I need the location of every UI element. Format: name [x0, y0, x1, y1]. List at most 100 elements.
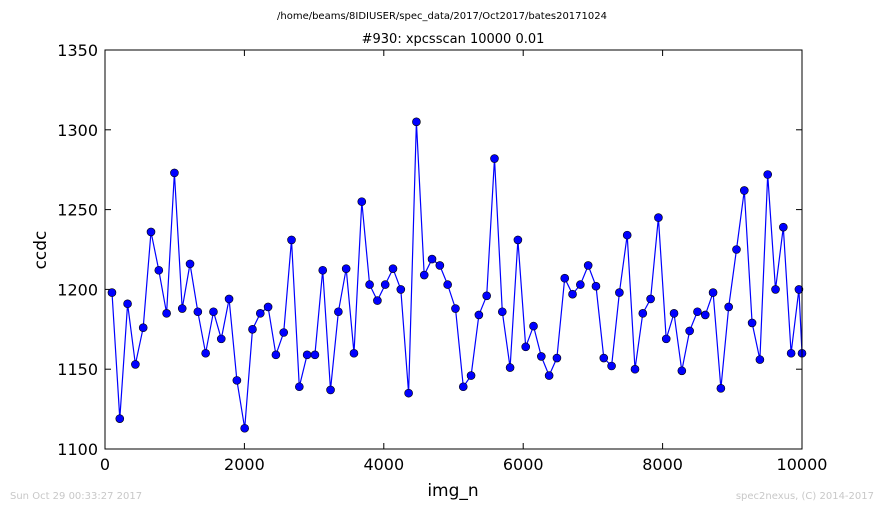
- data-point: [763, 170, 773, 179]
- data-point: [388, 264, 398, 273]
- data-point: [708, 288, 718, 297]
- data-point: [138, 323, 148, 333]
- y-tick-label: 1350: [57, 41, 98, 60]
- y-tick-label: 1200: [57, 280, 98, 299]
- data-point: [669, 309, 679, 318]
- data-point: [755, 355, 765, 364]
- data-point: [560, 273, 570, 283]
- data-point: [373, 296, 382, 305]
- data-point: [177, 304, 187, 313]
- data-point: [693, 307, 702, 317]
- data-point: [170, 168, 179, 178]
- x-tick-label: 6000: [503, 455, 544, 474]
- data-point: [591, 281, 601, 291]
- data-point: [685, 326, 694, 336]
- header-path: /home/beams/8IDIUSER/spec_data/2017/Oct2…: [277, 11, 607, 22]
- data-point: [482, 291, 491, 301]
- data-point: [552, 353, 562, 363]
- data-point: [123, 299, 132, 309]
- data-point: [537, 352, 546, 361]
- data-point: [661, 334, 671, 344]
- series-line: [111, 121, 803, 429]
- x-tick-label: 2000: [224, 455, 265, 474]
- data-point: [365, 280, 374, 289]
- data-point: [209, 307, 218, 317]
- data-point: [349, 348, 359, 358]
- data-point: [201, 348, 210, 358]
- data-point: [716, 384, 726, 393]
- data-point: [419, 270, 429, 280]
- data-point: [654, 213, 663, 222]
- data-point: [677, 366, 687, 376]
- data-point: [404, 388, 413, 398]
- data-point: [700, 310, 710, 320]
- data-point: [334, 307, 343, 317]
- footer-credit: spec2nexus, (C) 2014-2017: [735, 491, 874, 502]
- data-point: [724, 302, 733, 312]
- data-point: [794, 285, 804, 294]
- y-tick-label: 1100: [57, 440, 98, 459]
- data-point: [115, 414, 125, 423]
- data-point: [490, 154, 499, 163]
- x-tick-label: 0: [100, 455, 110, 474]
- data-point: [443, 280, 452, 289]
- x-tick-label: 10000: [777, 455, 828, 474]
- data-point: [466, 371, 476, 380]
- data-point: [615, 288, 624, 297]
- data-point: [458, 382, 468, 392]
- data-point: [341, 264, 351, 273]
- data-point: [287, 235, 296, 245]
- data-point: [131, 360, 140, 369]
- data-point: [357, 197, 367, 206]
- data-point: [310, 350, 320, 360]
- data-point: [224, 294, 234, 304]
- chart-title: #930: xpcsscan 10000 0.01: [362, 32, 545, 47]
- data-point: [583, 261, 593, 270]
- y-axis-label: ccdc: [31, 231, 51, 270]
- data-point: [248, 324, 257, 334]
- data-point: [747, 318, 757, 328]
- data-point: [427, 254, 437, 264]
- data-point: [146, 227, 156, 237]
- data-point: [326, 385, 335, 395]
- data-point: [279, 328, 289, 337]
- data-point: [232, 376, 242, 385]
- data-point: [529, 321, 538, 331]
- data-point: [255, 309, 265, 318]
- data-point: [497, 307, 507, 317]
- data-point: [576, 280, 585, 289]
- data-point: [193, 307, 203, 317]
- data-point: [474, 310, 484, 320]
- data-point: [568, 289, 577, 299]
- data-point: [162, 309, 171, 318]
- data-point: [771, 285, 780, 294]
- data-point: [271, 350, 281, 360]
- data-point: [513, 235, 523, 245]
- footer-timestamp: Sun Oct 29 00:33:27 2017: [10, 491, 143, 502]
- data-point: [599, 353, 609, 363]
- plot-frame: [104, 49, 803, 450]
- data-point: [185, 259, 195, 269]
- data-point: [646, 294, 655, 304]
- x-tick-label: 8000: [642, 455, 683, 474]
- data-point: [622, 230, 632, 240]
- data-point: [505, 363, 515, 372]
- data-point: [154, 265, 164, 275]
- x-axis-label: img_n: [427, 481, 478, 501]
- data-point: [263, 302, 273, 312]
- data-point: [739, 186, 749, 195]
- data-point: [630, 364, 640, 374]
- y-tick-label: 1250: [57, 201, 98, 220]
- data-point: [216, 334, 226, 344]
- data-point: [779, 222, 788, 232]
- data-point: [380, 280, 390, 289]
- y-tick-label: 1300: [57, 121, 98, 140]
- data-point: [302, 350, 312, 360]
- data-point: [607, 361, 616, 371]
- data-point: [544, 371, 554, 380]
- data-point: [240, 423, 249, 433]
- data-point: [295, 382, 304, 392]
- data-point: [107, 288, 117, 297]
- x-tick-label: 4000: [363, 455, 404, 474]
